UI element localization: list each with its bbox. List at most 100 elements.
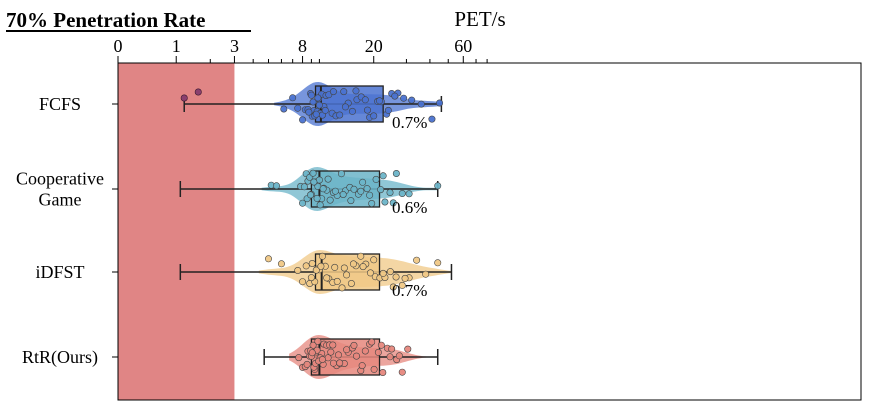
data-point <box>307 191 315 199</box>
data-point <box>400 94 408 102</box>
data-point <box>370 112 378 120</box>
data-point <box>307 274 315 282</box>
series-3 <box>263 335 439 379</box>
data-point <box>386 189 394 197</box>
series-1: 0.6% <box>179 167 442 217</box>
data-point <box>352 87 360 95</box>
data-point <box>386 353 394 361</box>
data-point <box>405 190 413 198</box>
series-0: 0.7% <box>180 82 444 132</box>
data-point <box>334 351 342 359</box>
data-point <box>309 98 317 106</box>
data-point <box>336 359 344 367</box>
data-point <box>370 365 378 373</box>
data-point <box>336 111 344 119</box>
data-point <box>329 359 337 367</box>
category-label: FCFS <box>39 94 81 114</box>
outlier-point <box>180 94 188 102</box>
data-point <box>389 283 397 291</box>
x-tick-label: 1 <box>172 36 181 56</box>
data-point <box>401 274 409 282</box>
plot-frame <box>117 62 862 401</box>
category-label: Cooperative <box>16 169 104 189</box>
data-point <box>359 263 367 271</box>
data-point <box>340 264 348 272</box>
data-point <box>361 347 369 355</box>
data-point <box>316 201 324 209</box>
data-point <box>294 104 302 112</box>
outlier-point <box>194 88 202 96</box>
data-point <box>388 345 396 353</box>
data-point <box>310 178 318 186</box>
data-point <box>295 354 303 362</box>
data-point <box>318 252 326 260</box>
data-point <box>302 262 310 270</box>
data-point <box>348 107 356 115</box>
data-point <box>337 170 345 178</box>
data-point <box>299 278 307 286</box>
data-point <box>308 259 316 267</box>
highlight-region <box>118 63 235 400</box>
data-point <box>347 279 355 287</box>
percentage-annotation: 0.6% <box>392 198 427 217</box>
data-point <box>379 269 387 277</box>
data-point <box>379 368 387 376</box>
data-point <box>331 263 339 271</box>
data-point <box>343 346 351 354</box>
data-point <box>350 185 358 193</box>
data-point <box>326 196 334 204</box>
data-point <box>312 110 320 118</box>
percentage-annotation: 0.7% <box>392 113 427 132</box>
category-label: RtR(Ours) <box>22 347 98 368</box>
data-point <box>413 256 421 264</box>
data-point <box>314 94 322 102</box>
data-point <box>308 349 316 357</box>
data-point <box>314 337 322 345</box>
data-point <box>300 183 308 191</box>
data-point <box>341 103 349 111</box>
category-label: iDFST <box>35 262 84 282</box>
data-point <box>333 277 341 285</box>
data-point <box>339 191 347 199</box>
data-point <box>352 352 360 360</box>
data-point <box>323 274 331 282</box>
data-point <box>309 169 317 177</box>
data-point <box>305 108 313 116</box>
data-point <box>386 268 394 276</box>
data-point <box>398 281 406 289</box>
data-point <box>277 260 285 268</box>
data-point <box>294 266 302 274</box>
x-tick-label: 0 <box>114 36 123 56</box>
data-point <box>368 338 376 346</box>
data-point <box>434 182 442 190</box>
data-point <box>327 348 335 356</box>
data-point <box>357 187 365 195</box>
data-point <box>313 194 321 202</box>
data-point <box>392 170 400 178</box>
data-point <box>340 88 348 96</box>
data-point <box>349 260 357 268</box>
data-point <box>338 284 346 292</box>
data-point <box>370 256 378 264</box>
data-point <box>372 175 380 183</box>
data-point <box>312 266 320 274</box>
category-label: Game <box>39 190 82 210</box>
x-tick-label: 8 <box>298 36 307 56</box>
data-point <box>398 368 406 376</box>
data-point <box>358 362 366 370</box>
data-point <box>428 115 436 123</box>
percentage-annotation: 0.7% <box>392 281 427 300</box>
x-tick-label: 3 <box>230 36 239 56</box>
data-point <box>384 106 392 114</box>
series-group: 0.7% 0.6% 0.7% <box>179 82 453 379</box>
data-point <box>357 252 365 260</box>
data-point <box>343 271 351 279</box>
chart-title: 70% Penetration Rate <box>6 8 205 32</box>
x-tick-label: 60 <box>454 36 472 56</box>
data-point <box>299 199 307 207</box>
data-point <box>392 273 400 281</box>
data-point <box>299 116 307 124</box>
data-point <box>389 199 397 207</box>
data-point <box>317 262 325 270</box>
